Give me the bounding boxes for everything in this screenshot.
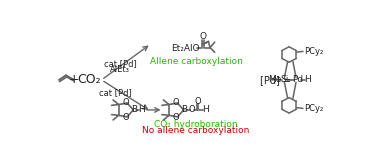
- Text: CO₂: CO₂: [77, 73, 101, 86]
- Text: H: H: [304, 75, 311, 84]
- Text: O: O: [200, 32, 206, 41]
- Text: H: H: [138, 105, 145, 114]
- Text: Me: Me: [268, 75, 281, 84]
- Text: PCy₂: PCy₂: [304, 104, 323, 113]
- Text: O: O: [122, 113, 129, 122]
- Text: No allene carboxylation: No allene carboxylation: [143, 126, 250, 135]
- Text: B: B: [131, 105, 137, 114]
- Text: B: B: [181, 105, 187, 114]
- Text: Et₂AlO: Et₂AlO: [171, 44, 200, 53]
- Text: H: H: [202, 105, 209, 114]
- Text: O: O: [122, 98, 129, 107]
- Text: Pd: Pd: [292, 75, 303, 84]
- Text: O: O: [173, 98, 179, 107]
- Text: Si: Si: [280, 75, 288, 84]
- Text: +: +: [69, 73, 80, 86]
- Text: O: O: [173, 113, 179, 122]
- Text: O: O: [188, 105, 195, 114]
- Text: [Pd] =: [Pd] =: [260, 75, 291, 85]
- Text: cat [Pd]: cat [Pd]: [99, 88, 132, 97]
- Text: Allene carboxylation: Allene carboxylation: [150, 57, 243, 66]
- Text: PCy₂: PCy₂: [304, 47, 323, 56]
- Text: cat [Pd]: cat [Pd]: [104, 59, 136, 68]
- Text: O: O: [194, 97, 201, 106]
- Text: AlEt₃: AlEt₃: [110, 65, 130, 74]
- Text: CO₂ hydroboration: CO₂ hydroboration: [154, 120, 238, 129]
